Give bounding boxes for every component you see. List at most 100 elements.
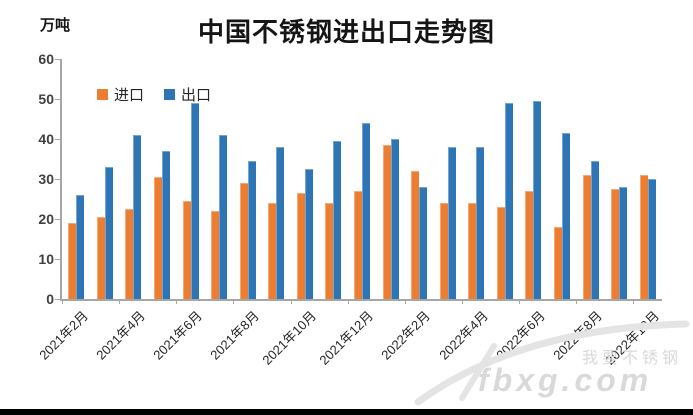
bar-group xyxy=(462,59,491,299)
bar-import xyxy=(239,183,248,299)
bar-import xyxy=(439,203,448,299)
bar-export xyxy=(419,187,428,299)
bar-export xyxy=(533,101,542,299)
y-tick-mark xyxy=(55,299,61,300)
y-tick-mark xyxy=(55,59,61,60)
bar-import xyxy=(525,191,534,299)
bar-group xyxy=(576,59,605,299)
y-tick-label: 10 xyxy=(38,251,54,267)
bar-group xyxy=(62,59,91,299)
bar-group xyxy=(519,59,548,299)
x-axis-label: 2022年2月 xyxy=(378,308,434,363)
chart-title: 中国不锈钢进出口走势图 xyxy=(197,18,495,47)
bar-group xyxy=(176,59,205,299)
bar-group xyxy=(405,59,434,299)
x-axis-label: 2021年12月 xyxy=(316,308,377,368)
watermark-line2: fbxg.com xyxy=(478,362,653,398)
bar-import xyxy=(125,209,134,299)
y-tick-label: 40 xyxy=(38,131,54,147)
watermark-line1: 我要不锈钢 xyxy=(582,350,683,367)
bar-export xyxy=(133,135,142,299)
x-axis-label: 2021年8月 xyxy=(207,308,262,363)
legend-import-label: 进口 xyxy=(114,87,145,104)
legend-export-label: 出口 xyxy=(181,87,212,104)
bar-import xyxy=(182,201,191,299)
bar-export xyxy=(619,187,628,299)
bar-export xyxy=(219,135,228,299)
bar-import xyxy=(353,191,362,299)
bar-group xyxy=(433,59,462,299)
x-tick-mark xyxy=(119,299,121,304)
x-axis-label: 2021年6月 xyxy=(150,308,205,363)
y-tick-mark xyxy=(55,179,61,180)
bar-import xyxy=(211,211,220,299)
bar-import xyxy=(153,177,162,299)
bar-import xyxy=(496,207,505,299)
bar-import xyxy=(553,227,562,299)
bar-import xyxy=(639,175,648,299)
y-tick-label: 0 xyxy=(46,291,54,307)
y-tick-mark xyxy=(55,139,61,140)
bar-import xyxy=(611,189,620,299)
bar-group xyxy=(319,59,348,299)
bar-export xyxy=(333,141,342,299)
y-tick-label: 20 xyxy=(38,211,54,227)
bar-import xyxy=(325,203,334,299)
bar-import xyxy=(68,223,77,299)
x-axis-label: 2022年6月 xyxy=(493,308,548,363)
bar-group xyxy=(262,59,291,299)
x-tick-mark xyxy=(633,299,635,304)
x-tick-mark xyxy=(62,299,63,304)
bar-export xyxy=(476,147,485,299)
x-axis-label: 2022年4月 xyxy=(435,308,491,363)
bar-export xyxy=(304,169,313,299)
x-axis-label: 2021年2月 xyxy=(35,308,91,363)
x-axis-label: 2021年10月 xyxy=(259,308,320,368)
bar-import xyxy=(268,203,277,299)
bar-export xyxy=(447,147,456,299)
bar-export xyxy=(161,151,170,299)
bar-group xyxy=(291,59,320,299)
bar-group xyxy=(91,59,120,299)
bar-export xyxy=(247,161,256,299)
x-tick-mark xyxy=(176,299,178,304)
legend: 进口 出口 xyxy=(97,84,211,105)
y-tick-label: 60 xyxy=(38,51,54,67)
x-tick-mark xyxy=(347,299,349,304)
plot-area: 0 10 20 30 40 50 60 2021年2月 2021年4月 2021年6月 2021年8… xyxy=(36,52,662,368)
bar-import xyxy=(96,217,105,299)
y-tick-mark xyxy=(55,99,61,100)
y-tick-label: 30 xyxy=(38,171,54,187)
x-tick-mark xyxy=(290,299,292,304)
y-tick-label: 50 xyxy=(38,91,54,107)
bar-group xyxy=(548,59,577,299)
y-axis-unit-label: 万吨 xyxy=(40,17,71,34)
bar-group xyxy=(233,59,262,299)
bar-import xyxy=(382,145,391,299)
bar-export xyxy=(276,147,285,299)
x-axis-label: 2021年4月 xyxy=(93,308,148,363)
x-tick-mark xyxy=(404,299,406,304)
bottom-border-bar xyxy=(0,409,693,415)
bar-import xyxy=(468,203,477,299)
bar-group xyxy=(491,59,520,299)
bar-group xyxy=(148,59,177,299)
bar-export xyxy=(504,103,513,299)
y-tick-mark xyxy=(55,259,61,260)
import-swatch-icon xyxy=(97,89,108,100)
export-swatch-icon xyxy=(164,89,176,100)
bar-export xyxy=(76,195,85,299)
bar-export xyxy=(647,179,656,299)
legend-item-export: 出口 xyxy=(164,84,211,105)
bar-import xyxy=(411,171,420,299)
bar-group xyxy=(605,59,634,299)
bar-export xyxy=(561,133,570,299)
x-tick-mark xyxy=(519,299,521,304)
bar-group xyxy=(348,59,377,299)
bar-export xyxy=(390,139,399,299)
x-tick-mark xyxy=(233,299,235,304)
bar-group xyxy=(119,59,148,299)
bar-export xyxy=(104,167,113,299)
bar-group xyxy=(205,59,234,299)
